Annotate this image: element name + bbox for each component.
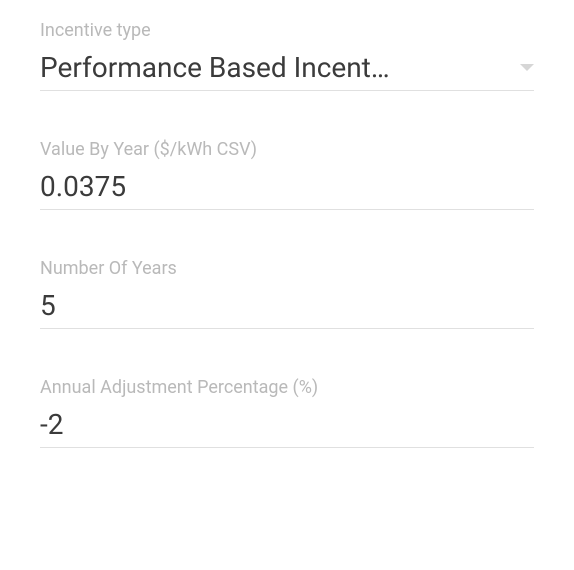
value-by-year-input[interactable]: [40, 170, 534, 203]
annual-adjustment-input[interactable]: [40, 408, 534, 441]
number-of-years-field: Number Of Years: [40, 258, 534, 329]
number-of-years-input[interactable]: [40, 289, 534, 322]
annual-adjustment-label: Annual Adjustment Percentage (%): [40, 377, 534, 398]
number-of-years-label: Number Of Years: [40, 258, 534, 279]
incentive-type-select[interactable]: Performance Based Incent…: [40, 51, 534, 91]
incentive-type-value: Performance Based Incent…: [40, 51, 502, 84]
chevron-down-icon: [502, 64, 534, 71]
annual-adjustment-field: Annual Adjustment Percentage (%): [40, 377, 534, 448]
value-by-year-field: Value By Year ($/kWh CSV): [40, 139, 534, 210]
value-by-year-label: Value By Year ($/kWh CSV): [40, 139, 534, 160]
incentive-type-field: Incentive type Performance Based Incent…: [40, 20, 534, 91]
incentive-type-label: Incentive type: [40, 20, 534, 41]
